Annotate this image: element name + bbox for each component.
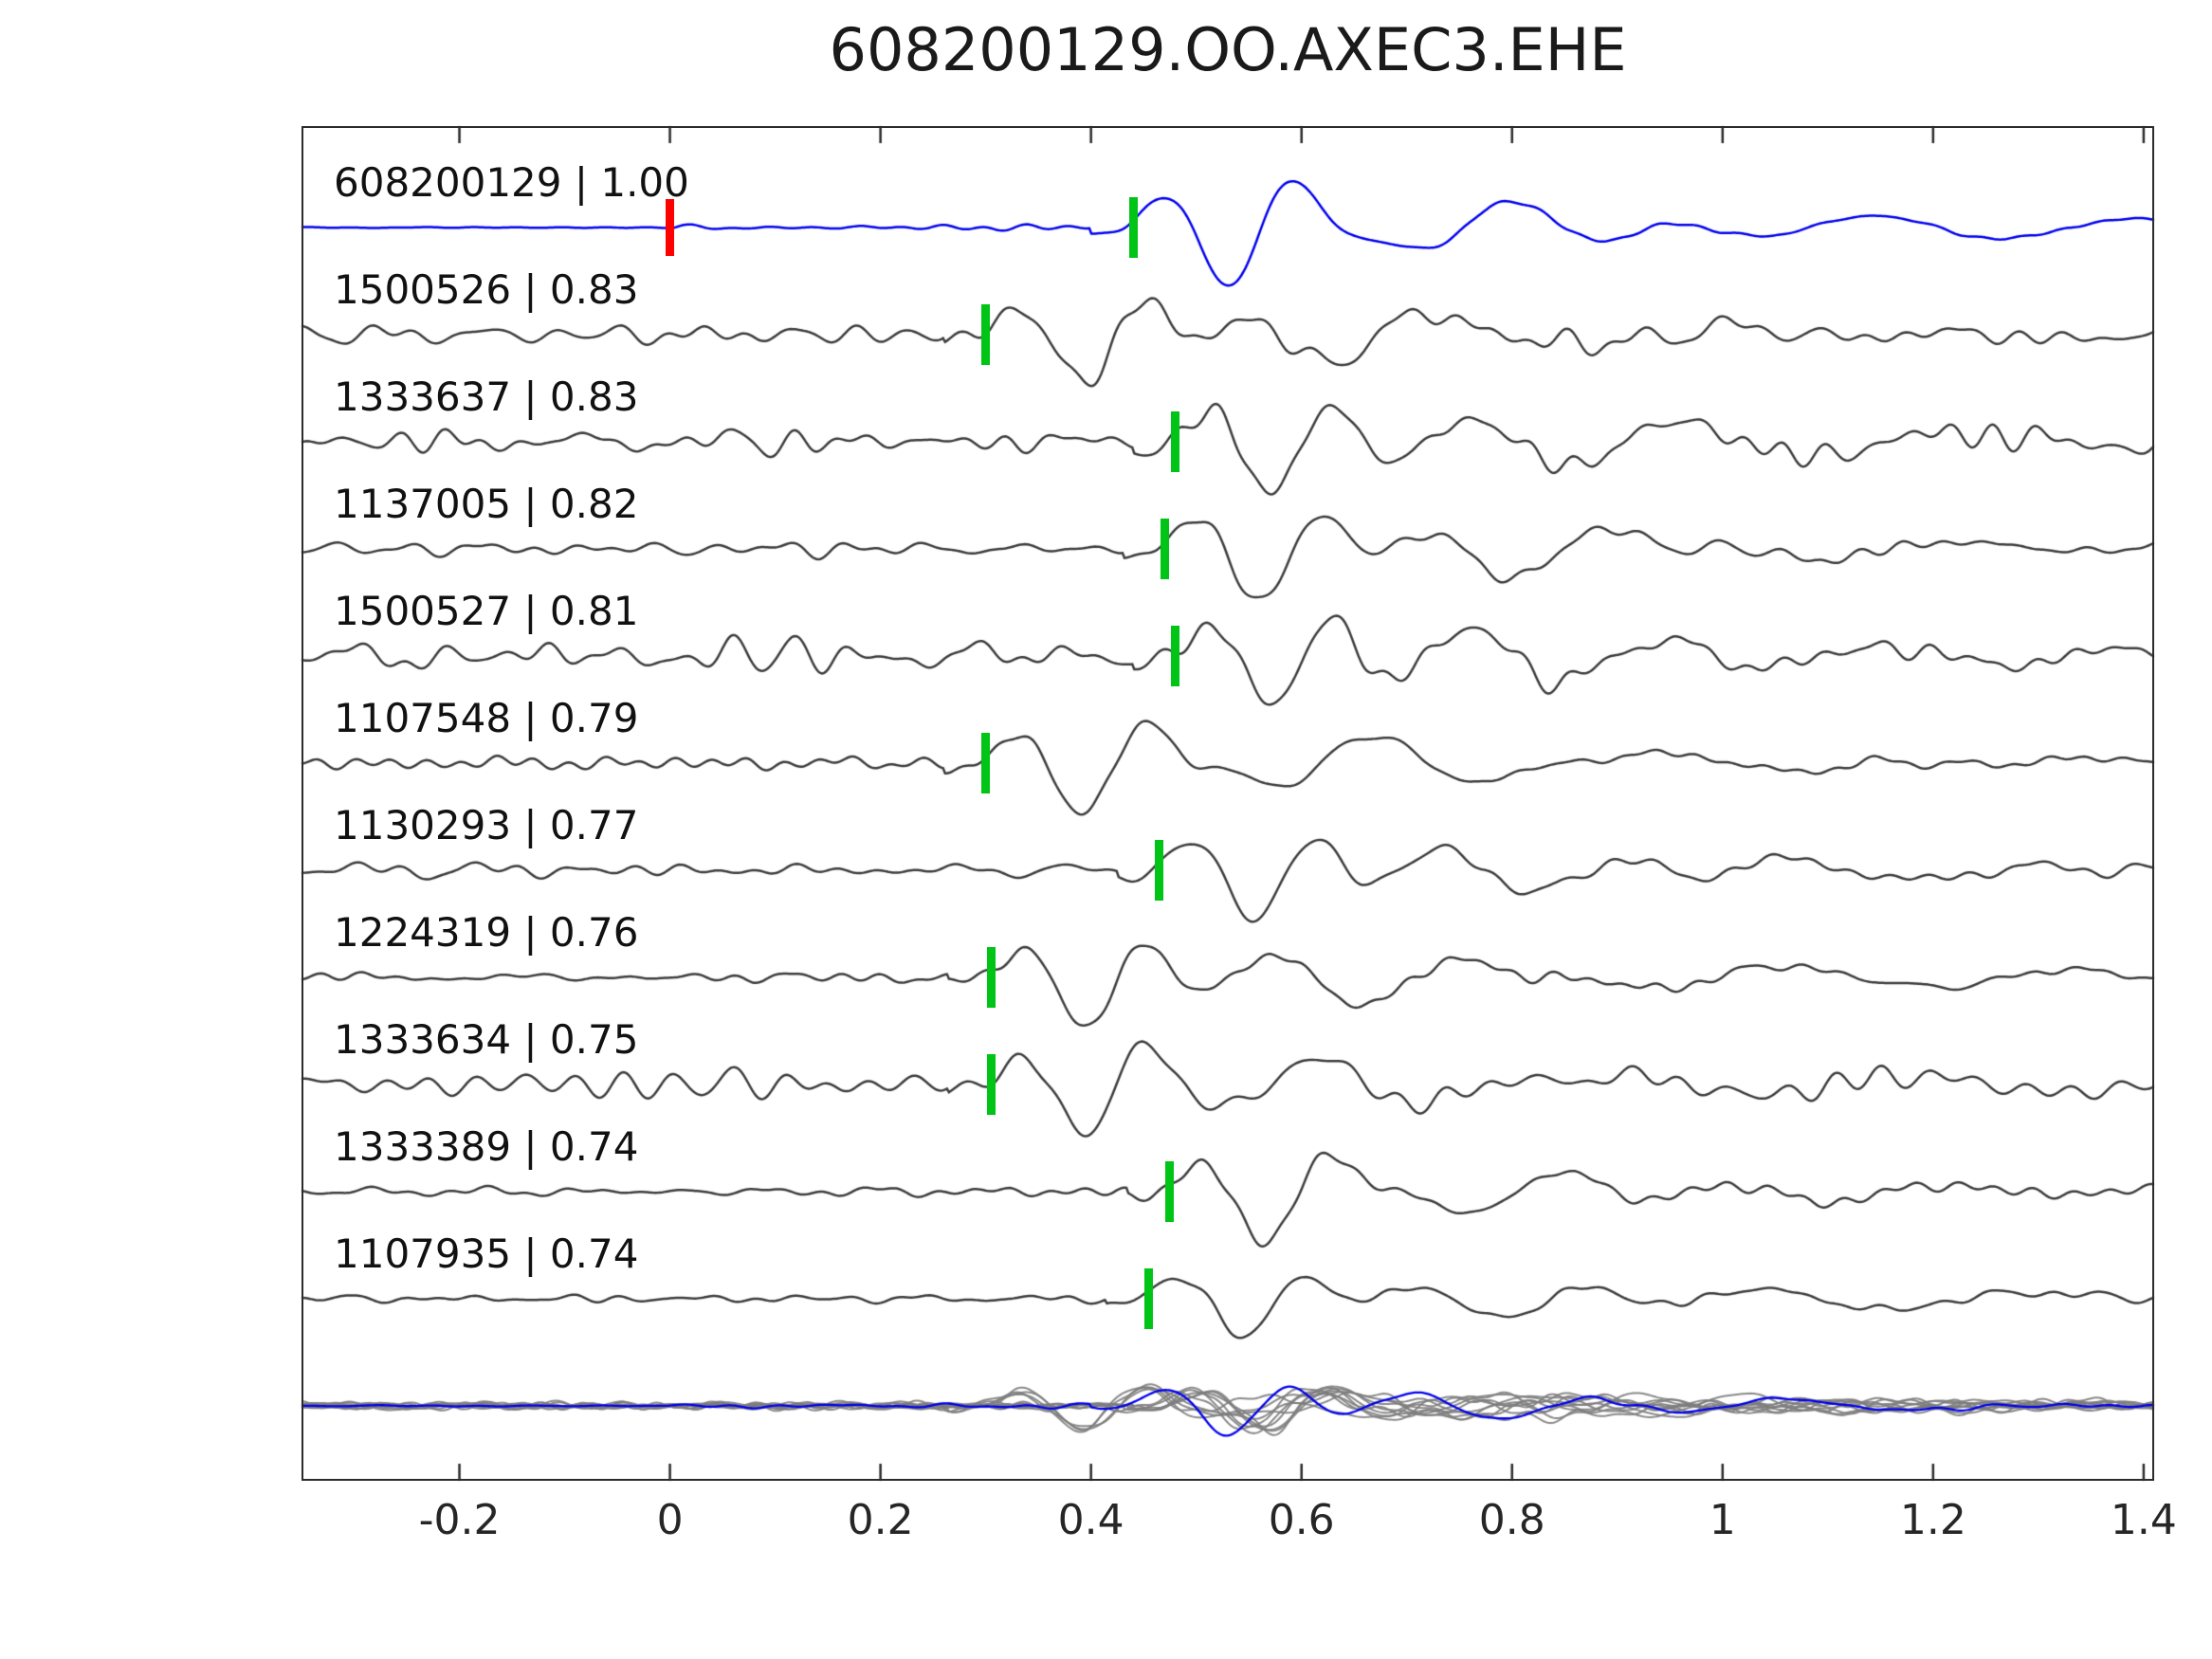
plot-border <box>302 126 2154 1481</box>
